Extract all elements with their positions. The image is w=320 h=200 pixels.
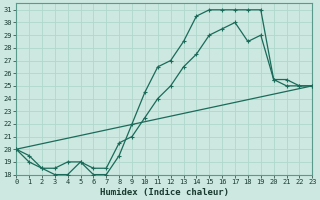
X-axis label: Humidex (Indice chaleur): Humidex (Indice chaleur)	[100, 188, 229, 197]
